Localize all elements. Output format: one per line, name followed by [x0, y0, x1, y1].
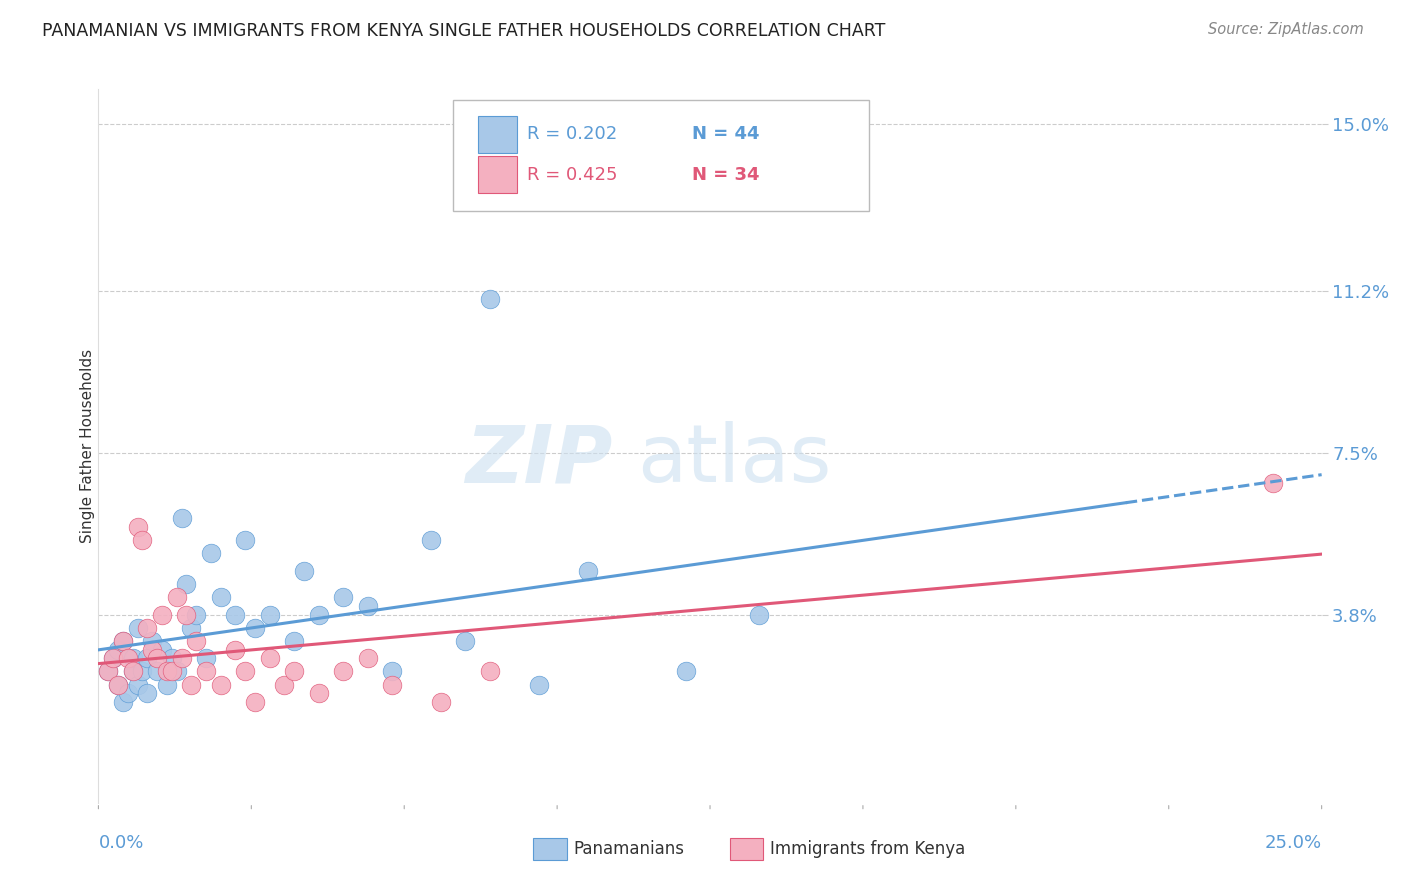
Point — [478, 665, 501, 679]
Point — [180, 677, 202, 691]
Point — [160, 651, 183, 665]
Point — [200, 546, 222, 560]
Point — [209, 677, 232, 691]
Point — [121, 665, 143, 679]
Point — [356, 651, 378, 665]
Point — [121, 665, 143, 679]
Point — [454, 633, 477, 648]
Point — [146, 651, 169, 665]
Point — [107, 677, 129, 691]
Point — [117, 651, 139, 665]
Point — [156, 665, 179, 679]
Text: N = 44: N = 44 — [692, 125, 759, 143]
Point — [259, 651, 281, 665]
Point — [101, 651, 124, 665]
Point — [308, 686, 330, 700]
Point — [136, 686, 159, 700]
Point — [527, 677, 550, 691]
Point — [166, 590, 188, 604]
FancyBboxPatch shape — [453, 100, 869, 211]
Text: atlas: atlas — [637, 421, 831, 500]
Point — [283, 665, 305, 679]
Point — [117, 686, 139, 700]
Point — [111, 695, 134, 709]
Y-axis label: Single Father Households: Single Father Households — [80, 349, 94, 543]
FancyBboxPatch shape — [478, 156, 517, 194]
Point — [243, 621, 266, 635]
Text: ZIP: ZIP — [465, 421, 612, 500]
Point — [332, 665, 354, 679]
Point — [107, 642, 129, 657]
Point — [180, 621, 202, 635]
Point — [1261, 476, 1284, 491]
Point — [224, 607, 246, 622]
Point — [127, 520, 149, 534]
Point — [283, 633, 305, 648]
Text: Panamanians: Panamanians — [574, 840, 685, 858]
Point — [141, 642, 163, 657]
Point — [259, 607, 281, 622]
Point — [170, 651, 193, 665]
Point — [150, 642, 173, 657]
Point — [136, 621, 159, 635]
Text: 25.0%: 25.0% — [1264, 834, 1322, 852]
Point — [381, 665, 404, 679]
Point — [478, 293, 501, 307]
Text: R = 0.202: R = 0.202 — [526, 125, 617, 143]
Point — [111, 633, 134, 648]
Point — [576, 564, 599, 578]
Text: R = 0.425: R = 0.425 — [526, 166, 617, 184]
Point — [141, 633, 163, 648]
Point — [308, 607, 330, 622]
Text: Source: ZipAtlas.com: Source: ZipAtlas.com — [1208, 22, 1364, 37]
Point — [111, 633, 134, 648]
Point — [131, 533, 153, 548]
Point — [97, 665, 120, 679]
Point — [292, 564, 315, 578]
Point — [209, 590, 232, 604]
Point — [156, 677, 179, 691]
Point — [233, 665, 256, 679]
Text: N = 34: N = 34 — [692, 166, 759, 184]
Point — [420, 533, 443, 548]
Text: Immigrants from Kenya: Immigrants from Kenya — [770, 840, 966, 858]
Point — [233, 533, 256, 548]
Point — [121, 651, 143, 665]
Point — [195, 651, 218, 665]
Point — [146, 665, 169, 679]
FancyBboxPatch shape — [478, 116, 517, 153]
Text: PANAMANIAN VS IMMIGRANTS FROM KENYA SINGLE FATHER HOUSEHOLDS CORRELATION CHART: PANAMANIAN VS IMMIGRANTS FROM KENYA SING… — [42, 22, 886, 40]
Point — [243, 695, 266, 709]
Point — [381, 677, 404, 691]
Point — [127, 621, 149, 635]
Point — [150, 607, 173, 622]
Text: 0.0%: 0.0% — [98, 834, 143, 852]
Point — [186, 633, 208, 648]
Point — [136, 651, 159, 665]
Point — [107, 677, 129, 691]
Point — [748, 607, 770, 622]
Point — [186, 607, 208, 622]
Point — [176, 577, 198, 591]
Point — [273, 677, 295, 691]
Point — [166, 665, 188, 679]
Point — [195, 665, 218, 679]
Point — [176, 607, 198, 622]
Point — [97, 665, 120, 679]
Point — [101, 651, 124, 665]
Point — [131, 665, 153, 679]
Point — [356, 599, 378, 613]
Point — [675, 665, 697, 679]
Point — [170, 511, 193, 525]
Point — [224, 642, 246, 657]
Point — [160, 665, 183, 679]
Point — [332, 590, 354, 604]
Point — [127, 677, 149, 691]
Point — [430, 695, 453, 709]
